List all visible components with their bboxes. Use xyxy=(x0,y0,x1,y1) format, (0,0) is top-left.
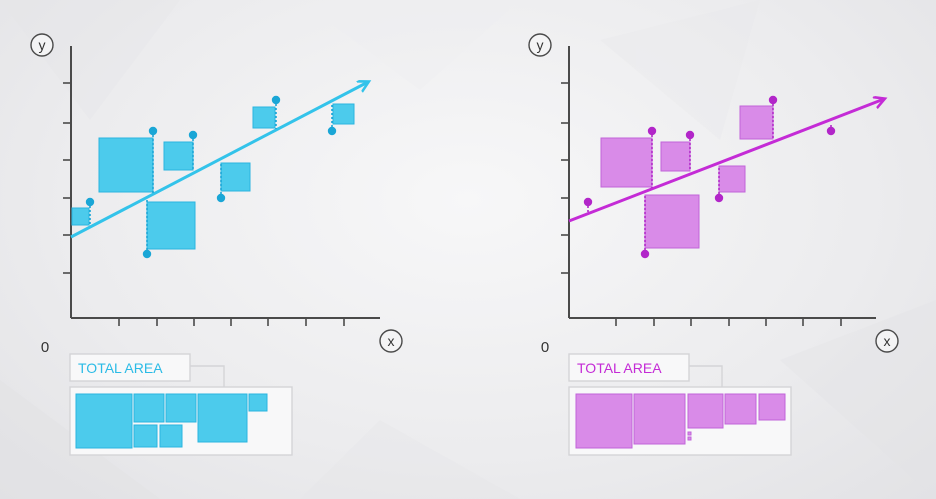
left-data-points xyxy=(85,95,337,259)
left-square xyxy=(146,201,196,250)
right-total-area-label: TOTAL AREA xyxy=(577,360,662,376)
left-y-label: y xyxy=(39,37,46,53)
right-data-point xyxy=(647,126,657,136)
right-square xyxy=(600,137,653,188)
left-area-square xyxy=(248,393,268,412)
right-data-point xyxy=(685,130,695,140)
left-data-point xyxy=(85,197,95,207)
left-total-area-label: TOTAL AREA xyxy=(78,360,163,376)
right-square xyxy=(739,105,774,140)
right-origin-label: 0 xyxy=(541,339,549,356)
right-x-label: x xyxy=(884,333,891,349)
left-area-square xyxy=(197,393,248,443)
right-data-point xyxy=(826,126,836,136)
left-area-square xyxy=(133,424,158,448)
right-data-points xyxy=(583,95,836,259)
right-area-square xyxy=(633,393,686,445)
right-area-square xyxy=(575,393,633,449)
left-square xyxy=(163,141,194,171)
left-y-label-circle xyxy=(30,33,54,57)
right-regression-line xyxy=(568,99,884,223)
right-x-ticks xyxy=(615,318,842,326)
left-connector xyxy=(190,365,225,387)
left-data-point xyxy=(188,130,198,140)
left-panel: y x 0 xyxy=(30,33,403,456)
left-residual-squares xyxy=(71,103,355,250)
right-y-ticks xyxy=(561,82,569,274)
right-area-square xyxy=(724,393,757,425)
right-x-label-circle xyxy=(875,329,899,353)
left-square xyxy=(71,207,90,226)
right-total-area-squares xyxy=(575,393,786,449)
left-data-point xyxy=(271,95,281,105)
left-data-point xyxy=(327,126,337,136)
left-area-square xyxy=(75,393,133,449)
left-area-square xyxy=(165,393,197,423)
left-square xyxy=(220,162,251,192)
left-data-point xyxy=(142,249,152,259)
left-x-ticks xyxy=(118,318,345,326)
right-residuals xyxy=(587,100,832,254)
right-residual-squares xyxy=(600,105,774,249)
left-area-square xyxy=(133,393,165,423)
right-square xyxy=(660,141,691,172)
right-y-label-circle xyxy=(528,33,552,57)
right-area-square xyxy=(687,431,692,436)
left-data-point xyxy=(216,193,226,203)
right-panel: y x 0 xyxy=(528,33,899,456)
left-regression-line xyxy=(70,82,368,239)
left-square xyxy=(252,106,276,129)
right-square xyxy=(718,165,746,193)
right-y-label: y xyxy=(537,37,544,53)
right-total-area-label-box xyxy=(568,353,690,382)
right-data-point xyxy=(640,249,650,259)
right-area-square xyxy=(758,393,786,421)
right-data-point xyxy=(583,197,593,207)
left-total-area-label-box xyxy=(69,353,191,382)
left-y-ticks xyxy=(63,82,71,274)
left-data-point xyxy=(148,126,158,136)
right-data-point xyxy=(714,193,724,203)
left-x-label-circle xyxy=(379,329,403,353)
right-square xyxy=(644,194,700,249)
left-total-area-squares xyxy=(75,393,268,449)
left-x-label: x xyxy=(388,333,395,349)
right-area-square xyxy=(687,436,692,441)
left-square xyxy=(98,137,154,193)
left-area-square xyxy=(159,424,183,448)
left-origin-label: 0 xyxy=(41,339,49,356)
right-area-square xyxy=(687,393,724,429)
right-connector xyxy=(689,365,723,387)
left-square xyxy=(332,103,355,125)
right-data-point xyxy=(768,95,778,105)
